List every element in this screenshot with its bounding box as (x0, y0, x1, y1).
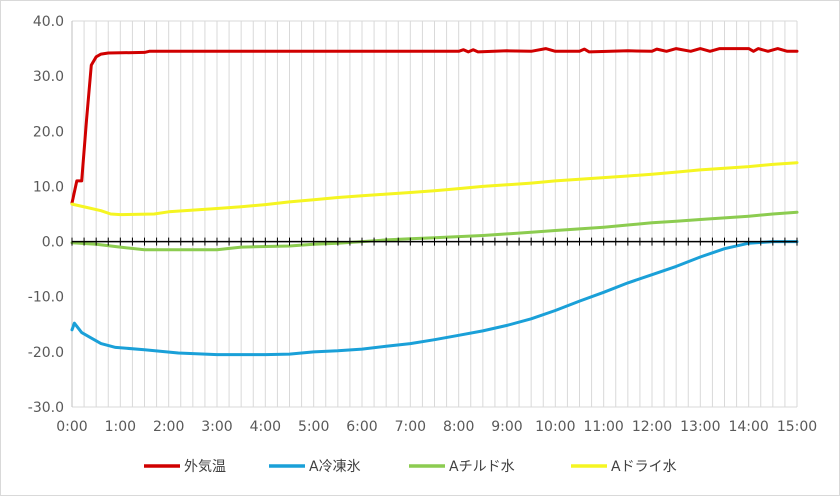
legend-label-3: Aドライ水 (611, 459, 677, 475)
x-tick-label: 13:00 (680, 419, 720, 435)
legend: 外気温 A冷凍氷 Aチルド水 Aドライ水 (144, 459, 677, 475)
grid-layer (71, 20, 798, 408)
series-line-0 (70, 47, 799, 205)
x-tick-label: 7:00 (395, 419, 426, 435)
y-tick-label: 10.0 (33, 179, 64, 195)
x-tick-label: 2:00 (153, 419, 184, 435)
x-tick-label: 12:00 (632, 419, 672, 435)
series-line-2 (70, 210, 799, 252)
x-tick-label: 6:00 (346, 419, 377, 435)
x-tick-label: 10:00 (535, 419, 575, 435)
x-tick-label: 1:00 (105, 419, 136, 435)
y-tick-label: 30.0 (33, 69, 64, 85)
legend-label-1: A冷凍氷 (309, 459, 361, 475)
x-tick-label: 0:00 (56, 419, 87, 435)
y-tick-label: 20.0 (33, 124, 64, 140)
y-tick-label: 40.0 (33, 14, 64, 30)
x-tick-label: 9:00 (491, 419, 522, 435)
legend-label-0: 外気温 (184, 459, 226, 475)
y-tick-label: -10.0 (28, 290, 64, 306)
x-tick-label: 8:00 (443, 419, 474, 435)
x-tick-label: 5:00 (298, 419, 329, 435)
legend-label-2: Aチルド水 (449, 459, 515, 475)
x-tick-label: 15:00 (777, 419, 817, 435)
x-tick-label: 4:00 (250, 419, 281, 435)
y-tick-label: -20.0 (28, 345, 64, 361)
x-tick-label: 3:00 (201, 419, 232, 435)
series-line-1 (70, 240, 799, 357)
x-tick-label: 14:00 (728, 419, 768, 435)
series-layer (70, 47, 799, 357)
y-tick-label: 0.0 (42, 235, 64, 251)
x-tick-label: 11:00 (583, 419, 623, 435)
series-line-3 (70, 161, 799, 217)
y-tick-label: -30.0 (28, 400, 64, 416)
axis-layer: 40.0 30.0 20.0 10.0 0.0 -10.0 -20.0 -30.0 0:00 1:… (28, 14, 817, 435)
